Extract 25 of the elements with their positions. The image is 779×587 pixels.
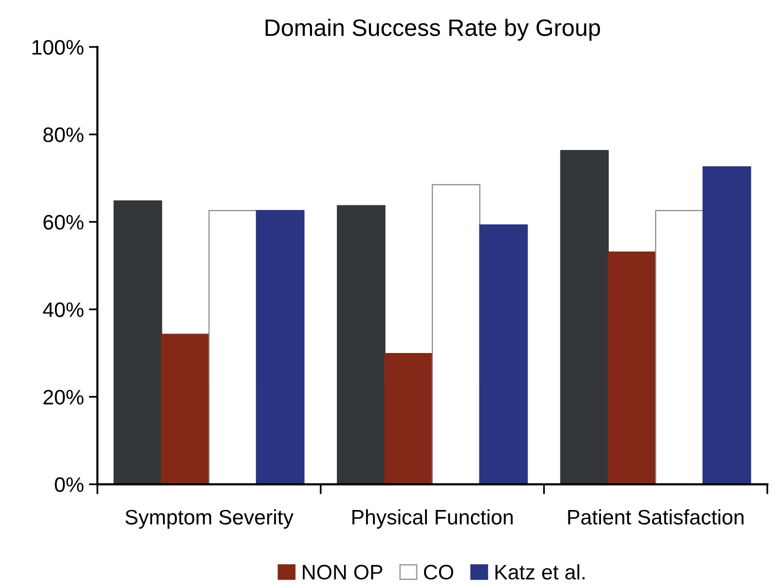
- legend-label: Katz et al.: [495, 564, 585, 580]
- bar: [114, 200, 162, 484]
- x-tick-label: Symptom Severity: [125, 509, 294, 529]
- bar: [560, 150, 609, 484]
- y-tick-label: 80%: [43, 127, 84, 142]
- y-tick-label: 20%: [44, 390, 84, 405]
- bar: [432, 184, 480, 484]
- x-tick-label: Physical Function: [352, 509, 513, 529]
- bar: [256, 210, 304, 484]
- y-tick-label: 0%: [54, 477, 84, 492]
- legend-label: CO: [424, 564, 454, 580]
- bar: [479, 224, 528, 484]
- bar: [384, 352, 433, 484]
- bar: [161, 334, 210, 484]
- bar: [702, 166, 752, 484]
- y-tick-label: 60%: [44, 214, 84, 230]
- y-tick-label: 40%: [42, 302, 84, 318]
- bar: [208, 210, 258, 484]
- bar: [608, 252, 656, 484]
- legend-label: NON OP: [302, 564, 382, 580]
- x-tick-label: Patient Satisfaction: [568, 509, 744, 525]
- bar: [336, 205, 386, 484]
- chart-title: Domain Success Rate by Group: [266, 18, 600, 41]
- bar: [655, 210, 704, 484]
- y-tick-label: 100%: [32, 40, 84, 55]
